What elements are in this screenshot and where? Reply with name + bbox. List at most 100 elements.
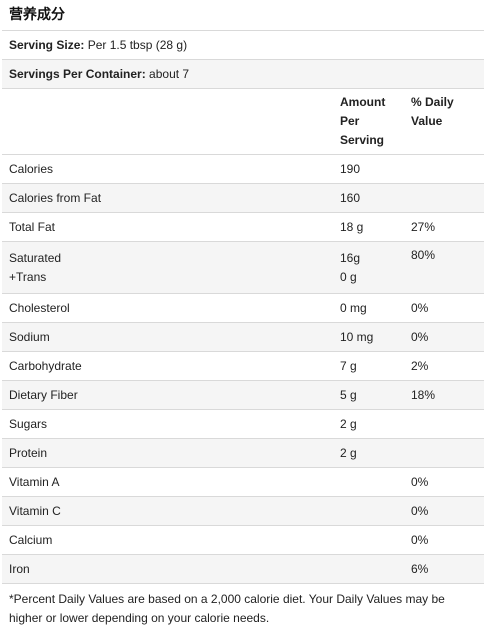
nutrient-name-text: Calcium — [9, 533, 53, 547]
nutrient-amount-text: 2 g — [340, 446, 357, 460]
nutrient-daily-value-text: 27% — [411, 220, 436, 234]
nutrient-amount: 5 g — [333, 380, 404, 410]
nutrient-amount-text: 18 g — [340, 220, 364, 234]
nutrient-amount: 190 — [333, 154, 404, 184]
nutrient-name: Carbohydrate — [2, 351, 333, 381]
table-row: Total Fat 18 g 27% — [2, 212, 484, 242]
nutrient-name: Sugars — [2, 409, 333, 439]
nutrient-name-text: Calories — [9, 162, 54, 176]
nutrient-name-text: Sugars — [9, 417, 48, 431]
table-row: Sugars 2 g — [2, 409, 484, 439]
servings-per-container-value: about 7 — [145, 67, 190, 81]
nutrient-daily-value — [404, 154, 484, 184]
nutrient-name-text: Total Fat — [9, 220, 56, 234]
nutrient-amount — [333, 525, 404, 555]
table-row: Calories 190 — [2, 154, 484, 184]
table-row: Protein 2 g — [2, 438, 484, 468]
nutrient-amount-text: 16g — [340, 250, 361, 265]
table-row: Saturated +Trans 16g 0 g 80% — [2, 241, 484, 294]
nutrient-name-text: Saturated — [9, 250, 62, 265]
servings-per-container-row: Servings Per Container: about 7 — [2, 60, 484, 89]
nutrient-amount: 18 g — [333, 212, 404, 242]
nutrient-name: Dietary Fiber — [2, 380, 333, 410]
nutrient-amount-text: 5 g — [340, 388, 357, 402]
nutrient-name-text: Dietary Fiber — [9, 388, 78, 402]
nutrient-name-text: Vitamin A — [9, 475, 60, 489]
nutrient-amount: 160 — [333, 183, 404, 213]
table-row: Vitamin C 0% — [2, 496, 484, 526]
nutrient-daily-value: 0% — [404, 293, 484, 323]
nutrient-name-text: Protein — [9, 446, 48, 460]
serving-size-value: Per 1.5 tbsp (28 g) — [84, 38, 188, 52]
nutrient-amount-text: 190 — [340, 162, 361, 176]
nutrient-daily-value — [404, 183, 484, 213]
nutrient-daily-value-text: 18% — [411, 388, 436, 402]
nutrient-name-text: Cholesterol — [9, 301, 70, 315]
footnote: *Percent Daily Values are based on a 2,0… — [9, 592, 445, 625]
table-row: Calories from Fat 160 — [2, 183, 484, 213]
nutrient-amount: 2 g — [333, 438, 404, 468]
nutrient-daily-value-text: 80% — [411, 248, 436, 262]
nutrient-amount — [333, 554, 404, 584]
table-row: Calcium 0% — [2, 525, 484, 555]
nutrient-amount — [333, 496, 404, 526]
nutrient-amount: 16g 0 g — [333, 241, 404, 294]
servings-per-container-label: Servings Per Container: — [9, 67, 146, 81]
nutrient-header — [2, 89, 333, 155]
nutrient-daily-value-text: 0% — [411, 301, 429, 315]
nutrient-daily-value-text: 6% — [411, 562, 429, 576]
nutrient-daily-value: 0% — [404, 322, 484, 352]
nutrient-daily-value: 2% — [404, 351, 484, 381]
nutrient-name-text: Vitamin C — [9, 504, 61, 518]
nutrient-amount: 7 g — [333, 351, 404, 381]
panel-title: 营养成分 — [2, 0, 484, 31]
serving-size-label: Serving Size: — [9, 38, 85, 52]
nutrient-name: Total Fat — [2, 212, 333, 242]
nutrient-amount-text: 0 mg — [340, 301, 367, 315]
nutrient-daily-value-text: 0% — [411, 504, 429, 518]
nutrient-daily-value: 80% — [404, 241, 484, 294]
nutrient-name-text: Sodium — [9, 330, 50, 344]
nutrient-daily-value — [404, 438, 484, 468]
nutrient-name: Calories — [2, 154, 333, 184]
nutrient-amount: 0 mg — [333, 293, 404, 323]
amount-header: Amount Per Serving — [333, 89, 404, 155]
nutrient-daily-value — [404, 409, 484, 439]
nutrient-daily-value: 18% — [404, 380, 484, 410]
table-row: Cholesterol 0 mg 0% — [2, 293, 484, 323]
nutrient-name-text: Carbohydrate — [9, 359, 82, 373]
nutrient-name: Saturated +Trans — [2, 241, 333, 294]
nutrient-amount: 10 mg — [333, 322, 404, 352]
nutrient-daily-value: 0% — [404, 496, 484, 526]
nutrient-daily-value: 0% — [404, 525, 484, 555]
nutrient-daily-value: 6% — [404, 554, 484, 584]
nutrient-name: Cholesterol — [2, 293, 333, 323]
nutrient-name-text: Calories from Fat — [9, 191, 102, 205]
nutrient-amount-text: 2 g — [340, 417, 357, 431]
table-row: Iron 6% — [2, 554, 484, 584]
nutrient-name-text-2: +Trans — [9, 269, 47, 284]
table-row: Sodium 10 mg 0% — [2, 322, 484, 352]
nutrient-name: Vitamin A — [2, 467, 333, 497]
nutrient-daily-value: 0% — [404, 467, 484, 497]
nutrition-table: Amount Per Serving % Daily Value Calorie… — [2, 89, 484, 584]
nutrient-amount — [333, 467, 404, 497]
nutrient-amount-text: 10 mg — [340, 330, 374, 344]
nutrient-daily-value-text: 0% — [411, 330, 429, 344]
nutrient-daily-value-text: 0% — [411, 475, 429, 489]
daily-value-header: % Daily Value — [404, 89, 484, 155]
nutrition-rows: Calories 190 Calories from Fat 160 Total Fat… — [2, 154, 484, 584]
nutrient-daily-value-text: 2% — [411, 359, 429, 373]
nutrient-amount-text: 160 — [340, 191, 361, 205]
nutrient-name: Iron — [2, 554, 333, 584]
nutrient-daily-value-text: 0% — [411, 533, 429, 547]
serving-size-row: Serving Size: Per 1.5 tbsp (28 g) — [2, 31, 484, 60]
nutrient-name: Protein — [2, 438, 333, 468]
serving-info: Serving Size: Per 1.5 tbsp (28 g) Servin… — [2, 31, 484, 89]
nutrient-amount-text-2: 0 g — [340, 269, 357, 284]
nutrient-amount: 2 g — [333, 409, 404, 439]
nutrient-name: Calcium — [2, 525, 333, 555]
nutrient-name: Sodium — [2, 322, 333, 352]
table-header-row: Amount Per Serving % Daily Value — [2, 89, 484, 155]
